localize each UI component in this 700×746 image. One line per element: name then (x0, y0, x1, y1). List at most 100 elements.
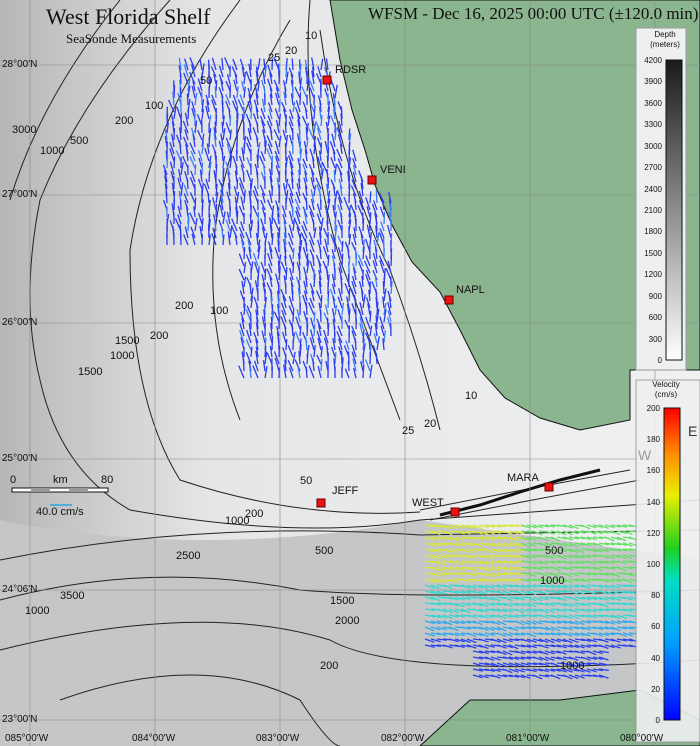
current-vector (194, 164, 197, 176)
current-vector (163, 170, 168, 183)
current-vector (502, 668, 513, 674)
current-vector (358, 200, 364, 211)
current-vector (538, 566, 549, 569)
current-vector (472, 530, 483, 535)
current-vector (526, 644, 537, 649)
current-vector (550, 554, 561, 558)
current-vector (520, 548, 531, 552)
current-vector (269, 72, 273, 85)
contour-label: 500 (315, 545, 334, 557)
current-vector (586, 578, 598, 581)
current-vector (243, 303, 246, 316)
current-vector (520, 644, 531, 648)
current-vector (556, 542, 567, 548)
current-vector (240, 196, 245, 211)
current-vector (278, 135, 282, 148)
current-vector (305, 197, 308, 211)
station-marker[interactable] (444, 295, 454, 305)
current-vector (568, 536, 579, 540)
current-vector (460, 626, 471, 630)
current-vector (520, 662, 531, 667)
current-vector (442, 620, 453, 626)
contour-label: 200 (175, 300, 194, 312)
contour-label: 1000 (540, 575, 565, 587)
current-vector (365, 316, 371, 330)
map-subtitle: SeaSonde Measurements (66, 31, 197, 46)
current-vector (454, 608, 465, 613)
current-vector (508, 524, 520, 527)
current-vector (490, 548, 501, 553)
current-vector (574, 638, 585, 642)
current-vector (326, 155, 329, 169)
current-vector (310, 114, 315, 127)
station-marker[interactable] (450, 507, 460, 517)
current-vector (320, 115, 323, 127)
current-vector (323, 329, 329, 344)
current-vector (574, 650, 585, 655)
current-vector (353, 294, 357, 309)
current-vector (616, 584, 627, 588)
current-vector (616, 620, 627, 624)
current-vector (343, 196, 350, 211)
velocity-tick: 180 (646, 435, 660, 445)
current-vector (298, 71, 301, 85)
current-vector (208, 155, 212, 169)
station-marker[interactable] (316, 498, 326, 508)
current-vector (514, 668, 525, 673)
current-vector (586, 644, 597, 648)
current-vector (225, 80, 231, 92)
current-vector (454, 542, 465, 547)
current-vector (508, 548, 519, 553)
current-vector (227, 182, 231, 197)
current-vector (260, 107, 266, 120)
current-vector (306, 122, 309, 134)
current-vector (338, 338, 343, 351)
current-vector (317, 66, 322, 78)
current-vector (334, 84, 338, 99)
current-vector (598, 548, 609, 553)
current-vector (310, 177, 315, 190)
current-vector (598, 542, 609, 546)
current-vector (170, 113, 175, 127)
current-vector (472, 596, 483, 600)
current-vector (352, 358, 357, 372)
current-vector (424, 632, 435, 637)
current-vector (472, 542, 483, 548)
station-marker[interactable] (367, 175, 377, 185)
current-vector (472, 608, 483, 613)
current-vector (502, 524, 513, 528)
current-vector (241, 81, 245, 92)
current-vector (211, 99, 217, 113)
station-marker[interactable] (322, 75, 332, 85)
scale-right: 80 (101, 474, 114, 486)
depth-tick: 900 (648, 291, 662, 301)
current-vector (308, 365, 315, 379)
current-vector (544, 614, 555, 618)
current-vector (252, 365, 259, 379)
current-vector (496, 590, 507, 596)
current-vector (317, 365, 322, 379)
current-vector (233, 79, 238, 92)
current-vector (526, 554, 537, 559)
current-vector (330, 157, 336, 169)
station-marker[interactable] (544, 482, 554, 492)
current-vector (514, 674, 525, 679)
current-vector (538, 590, 549, 596)
current-vector (562, 668, 573, 673)
current-vector (387, 302, 392, 316)
current-vector (550, 590, 561, 594)
current-vector (514, 602, 525, 607)
depth-tick: 0 (657, 356, 662, 365)
current-vector (267, 115, 273, 127)
current-vector (267, 102, 273, 113)
current-vector (303, 310, 308, 323)
current-vector (502, 536, 513, 541)
current-vector (592, 524, 603, 528)
current-vector (252, 190, 259, 204)
current-vector (436, 524, 447, 529)
lat-label: 23°00'N (2, 714, 38, 725)
current-vector (556, 638, 567, 643)
current-vector (502, 638, 513, 643)
lat-label: 27°00'N (2, 189, 38, 200)
